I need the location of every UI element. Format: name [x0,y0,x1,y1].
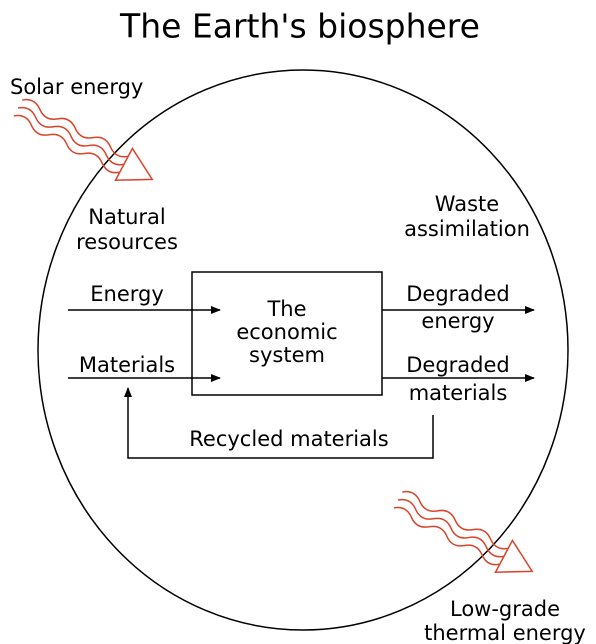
biosphere-circle [37,69,569,631]
degraded-materials-label: Degraded [406,353,510,377]
recycled-label: Recycled materials [189,427,388,451]
solar-arrow [13,98,154,182]
thermal-label: Low-grade [450,597,560,621]
thermal-label: thermal energy [424,621,586,644]
degraded-energy-label: Degraded [406,282,510,306]
degraded-materials-label: materials [409,381,508,405]
natural-label: resources [76,230,178,254]
energy-label: Energy [90,282,164,306]
natural-label: Natural [88,205,165,229]
solar-label: Solar energy [10,75,143,99]
thermal-arrow [393,490,534,574]
system-label: system [249,343,325,367]
system-label: economic [236,320,337,344]
title: The Earth's biosphere [119,7,480,46]
waste-label: Waste [435,192,499,216]
waste-label: assimilation [404,217,530,241]
system-label: The [266,297,306,321]
degraded-energy-label: energy [421,309,494,333]
recycle-arrow [124,387,434,459]
materials-label: Materials [79,353,175,377]
economy-box [191,271,383,396]
